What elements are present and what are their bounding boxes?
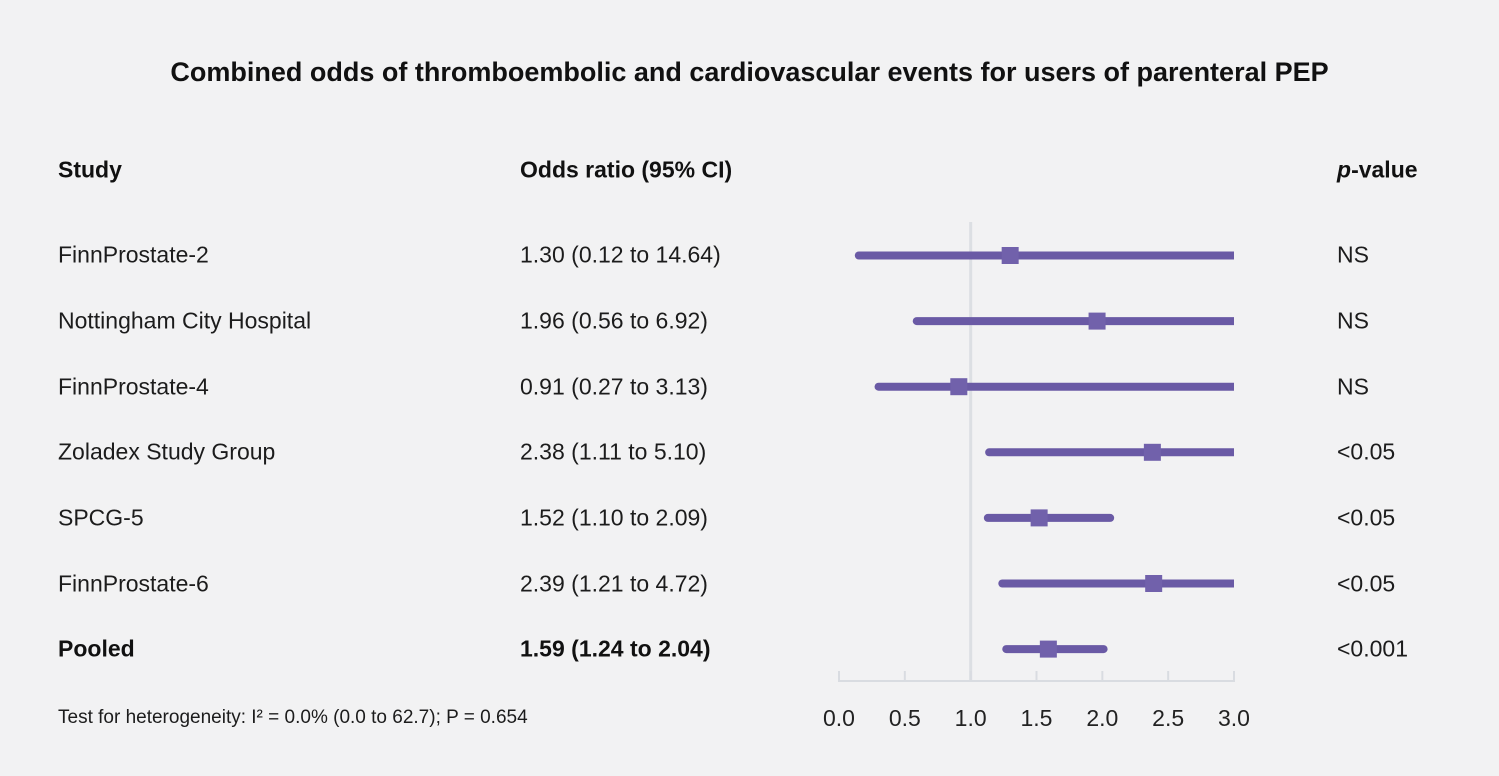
- x-axis-tick-label: 3.0: [1218, 705, 1250, 731]
- confidence-interval-bar: [874, 382, 1234, 391]
- p-value: <0.001: [1337, 635, 1408, 662]
- odds-ratio-value: 2.38 (1.11 to 5.10): [520, 438, 707, 465]
- x-axis-tick-label: 0.0: [823, 705, 855, 731]
- study-name: FinnProstate-2: [58, 241, 209, 268]
- odds-ratio-value: 1.52 (1.10 to 2.09): [520, 504, 708, 531]
- p-value: NS: [1337, 373, 1369, 400]
- x-axis-tick-label: 1.0: [955, 705, 987, 731]
- study-name: Zoladex Study Group: [58, 438, 276, 465]
- chart-title: Combined odds of thromboembolic and card…: [170, 57, 1329, 87]
- odds-ratio-value: 1.59 (1.24 to 2.04): [520, 635, 711, 662]
- odds-ratio-marker: [1001, 247, 1019, 264]
- heterogeneity-note: Test for heterogeneity: I² = 0.0% (0.0 t…: [58, 707, 528, 728]
- confidence-interval-bar: [912, 317, 1234, 326]
- odds-ratio-marker: [1039, 640, 1057, 658]
- odds-ratio-value: 1.96 (0.56 to 6.92): [520, 307, 708, 334]
- p-value: NS: [1337, 307, 1369, 334]
- confidence-interval-bar: [983, 513, 1115, 522]
- confidence-interval-bar: [998, 579, 1234, 588]
- p-value: <0.05: [1337, 438, 1396, 465]
- x-axis-tick-label: 2.0: [1086, 705, 1118, 731]
- odds-ratio-marker: [1145, 575, 1163, 592]
- odds-ratio-value: 2.39 (1.21 to 4.72): [520, 570, 708, 597]
- column-header-study: Study: [58, 156, 122, 183]
- odds-ratio-marker: [1030, 509, 1048, 527]
- x-axis-tick-label: 0.5: [889, 705, 921, 731]
- p-value: <0.05: [1337, 504, 1396, 531]
- odds-ratio-value: 1.30 (0.12 to 14.64): [520, 241, 721, 268]
- x-axis-tick-label: 2.5: [1152, 705, 1184, 731]
- x-axis-tick-label: 1.5: [1021, 705, 1053, 731]
- study-name: Nottingham City Hospital: [58, 307, 312, 334]
- odds-ratio-marker: [950, 378, 968, 396]
- odds-ratio-value: 0.91 (0.27 to 3.13): [520, 373, 708, 400]
- study-name: FinnProstate-4: [58, 373, 209, 400]
- confidence-interval-bar: [854, 251, 1234, 260]
- odds-ratio-marker: [1143, 443, 1161, 461]
- column-header-odds-ratio: Odds ratio (95% CI): [520, 156, 733, 183]
- p-value-header-italic: p: [1337, 156, 1352, 183]
- odds-ratio-marker: [1088, 312, 1106, 330]
- p-value: NS: [1337, 241, 1369, 268]
- confidence-interval-bar: [985, 448, 1234, 457]
- study-name: Pooled: [58, 635, 135, 662]
- column-header-p-value: p-value: [1337, 157, 1418, 184]
- study-name: FinnProstate-6: [58, 570, 209, 597]
- study-name: SPCG-5: [58, 504, 144, 531]
- p-value: <0.05: [1337, 570, 1396, 597]
- p-value-header-rest: -value: [1351, 156, 1418, 183]
